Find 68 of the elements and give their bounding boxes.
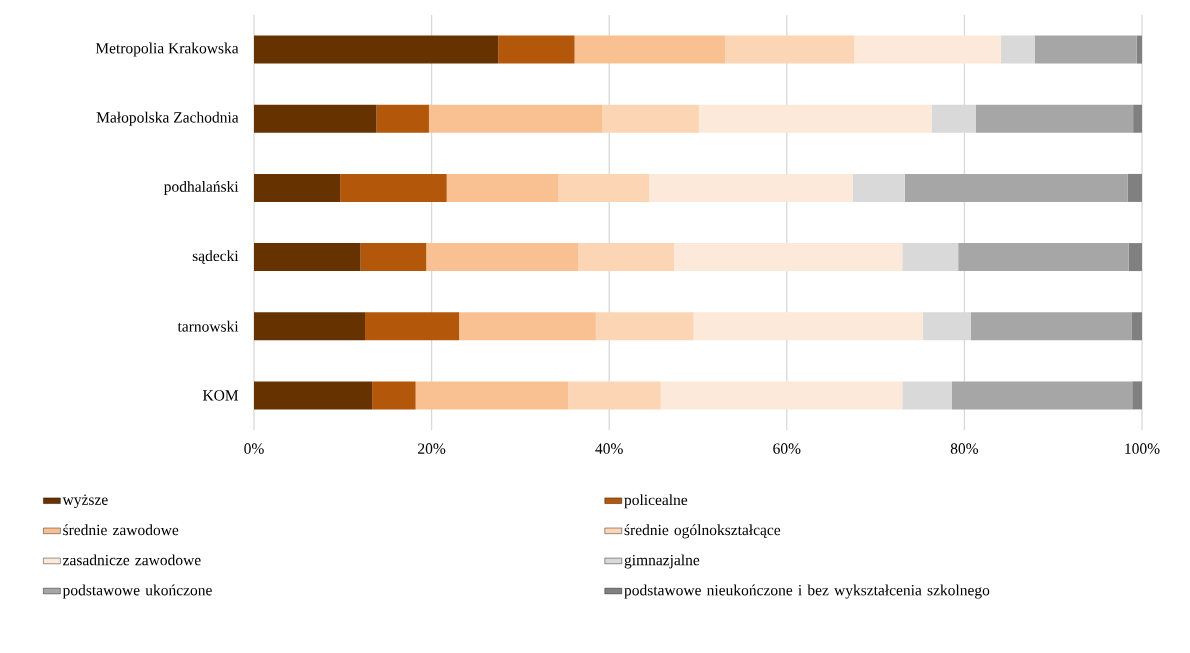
bar [1034, 35, 1137, 64]
bar [931, 104, 976, 133]
x-tick-label: 40% [595, 443, 623, 454]
y-tick-label: tarnowski [177, 320, 239, 332]
bar [376, 104, 429, 133]
bar [595, 312, 694, 341]
y-tick-label: KOM [202, 390, 239, 401]
bar [904, 173, 1128, 202]
bar [1000, 35, 1035, 64]
bar [1128, 243, 1143, 272]
bar [902, 381, 952, 410]
bar [254, 243, 361, 272]
bar [1127, 173, 1143, 202]
bar [1132, 381, 1143, 410]
bar [578, 243, 675, 272]
bar [852, 173, 905, 202]
y-tick-label: Metropolia Krakowska [95, 42, 239, 57]
bar [459, 312, 596, 341]
legend-label: podstawowe nieukończone i bez wykształcenia szkolnego [624, 584, 990, 599]
x-tick-label: 60% [773, 443, 801, 454]
bar [649, 173, 853, 202]
bar [568, 381, 661, 410]
bar [660, 381, 903, 410]
bar [902, 243, 959, 272]
x-tick-label: 0% [244, 443, 264, 454]
bar [854, 35, 1001, 64]
bar [1133, 104, 1143, 133]
bar [698, 104, 932, 133]
x-tick-label: 100% [1125, 443, 1160, 454]
x-tick-label: 20% [418, 443, 446, 454]
bar [674, 243, 903, 272]
bar [428, 104, 603, 133]
bar [958, 243, 1129, 272]
y-tick-label: sądecki [192, 250, 239, 264]
bar [426, 243, 579, 272]
legend-label: średnie zawodowe [63, 524, 179, 536]
legend-label: zasadnicze zawodowe [63, 554, 201, 566]
bar [415, 381, 569, 410]
legend-label: wyższe [62, 494, 108, 509]
legend-label: gimnazjalne [624, 554, 700, 569]
bar [254, 104, 377, 133]
bar [970, 312, 1132, 341]
bar [975, 104, 1134, 133]
y-tick-label: Małopolska Zachodnia [96, 111, 239, 126]
x-tick-label: 80% [950, 443, 979, 454]
y-tick-label: podhalański [163, 180, 239, 195]
bar [922, 312, 971, 341]
bar [446, 173, 559, 202]
bar [365, 312, 460, 341]
bar [602, 104, 699, 133]
bar [951, 381, 1133, 410]
legend-label: policealne [624, 494, 688, 509]
bar [254, 35, 499, 64]
legend-label: podstawowe ukończone [62, 584, 212, 599]
bar [558, 173, 650, 202]
bar [254, 173, 341, 202]
bar [574, 35, 726, 64]
bar [1131, 312, 1143, 341]
bar [725, 35, 855, 64]
bar [254, 381, 373, 410]
legend-label: średnie ogólnokształcące [624, 524, 781, 539]
bar [693, 312, 923, 341]
bar [254, 312, 365, 341]
bar [372, 381, 416, 410]
bar [340, 173, 447, 202]
bar [360, 243, 427, 272]
bar [498, 35, 575, 64]
bar [1136, 35, 1143, 64]
